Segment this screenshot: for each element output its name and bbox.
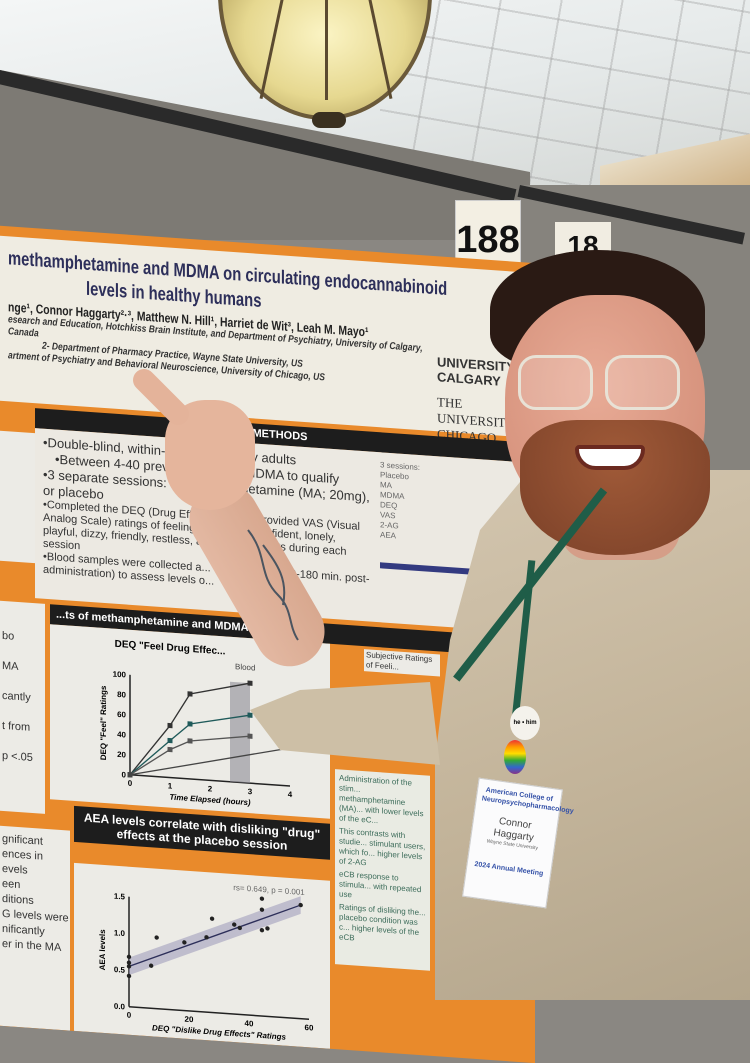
- timeline-arrow: [380, 562, 480, 576]
- conclusion-bullet: Administration of the stim... methamphet…: [339, 773, 424, 826]
- lamp-rib: [325, 0, 328, 100]
- data-point: [167, 737, 173, 744]
- data-point: [247, 712, 253, 718]
- data-point: [247, 733, 253, 739]
- aea-scatter-chart: rs= 0.649, p = 0.001 0.0 0.5 1.0 1.5 0 20 40 60 D…: [98, 883, 314, 1042]
- conclusion-bullet: This contrasts with studie... stimulant …: [339, 826, 426, 868]
- left-text: p <.05: [2, 749, 33, 764]
- data-point: [265, 926, 270, 931]
- left-panel: bo MA cantly t from p <.05: [0, 600, 45, 814]
- beard: [520, 420, 710, 555]
- data-point: [232, 922, 237, 927]
- y-tick-label: 20: [117, 750, 126, 760]
- x-axis-label: DEQ "Dislike Drug Effects" Ratings: [152, 1023, 287, 1041]
- lamp-rib: [259, 0, 288, 100]
- x-axis: [130, 774, 290, 787]
- x-tick-label: 20: [185, 1015, 194, 1025]
- y-axis-label: DEQ "Feel" Ratings: [99, 685, 108, 761]
- y-tick-label: 100: [113, 670, 127, 680]
- deq-feel-chart: DEQ "Feel Drug Effec...Blood020406080100…: [99, 639, 293, 808]
- data-point: [126, 973, 132, 979]
- conclusion-bullet: eCB response to stimula... with repeated…: [339, 869, 422, 900]
- arm-tattoo: [247, 529, 299, 641]
- name-badge: American College of Neuropsychopharmacol…: [462, 777, 575, 909]
- study-design-diagram: 3 sessions: Placebo MA MDMA DEQ VAS 2-AG…: [380, 460, 480, 547]
- x-tick-label: 2: [208, 784, 213, 793]
- y-tick-label: 0: [122, 770, 127, 779]
- pride-flag-pin: [504, 740, 526, 774]
- left-panel: [0, 430, 40, 564]
- series-line: [129, 747, 291, 776]
- data-point: [154, 935, 159, 940]
- data-point: [259, 907, 265, 912]
- left-text: MA: [2, 659, 19, 673]
- data-point: [187, 691, 193, 697]
- badge-org: American College of Neuropsychopharmacol…: [481, 786, 575, 816]
- series-line: [129, 735, 251, 776]
- series-line: [129, 714, 251, 776]
- badge-meeting: 2024 Annual Meeting: [473, 860, 544, 878]
- poster-title-panel: methamphetamine and MDMA on circulating …: [0, 235, 525, 445]
- y-tick-label: 60: [117, 710, 126, 720]
- y-tick-label: 0.5: [114, 965, 126, 975]
- x-tick-label: 4: [288, 790, 293, 799]
- pronoun-pin: he • him: [510, 706, 540, 740]
- lamp-finial: [312, 112, 346, 128]
- data-point: [259, 928, 265, 933]
- data-point: [259, 896, 265, 901]
- x-tick-label: 3: [248, 787, 253, 796]
- smiling-mouth: [575, 445, 645, 470]
- data-point: [182, 940, 187, 945]
- left-text: er in the MA: [2, 937, 62, 954]
- data-point: [209, 916, 215, 921]
- aea-chart-panel: rs= 0.649, p = 0.001 0.0 0.5 1.0 1.5 0 20 40 60 D…: [74, 862, 330, 1049]
- correlation-annotation: rs= 0.649, p = 0.001: [233, 883, 305, 897]
- y-tick-label: 40: [117, 730, 126, 740]
- y-tick-label: 0.0: [114, 1002, 126, 1012]
- data-point: [237, 925, 242, 931]
- x-tick-label: 0: [128, 779, 133, 788]
- data-point: [298, 902, 303, 908]
- lamp-rib: [364, 0, 393, 100]
- left-text: bo: [2, 629, 15, 643]
- data-point: [127, 772, 133, 778]
- left-text: t from: [2, 719, 31, 734]
- conclusions-panel: Administration of the stim... methamphet…: [335, 769, 430, 971]
- subjective-label: Subjective Ratings of Feeli...: [364, 649, 440, 677]
- data-point: [204, 935, 209, 940]
- data-point: [126, 954, 132, 960]
- x-tick-label: 40: [245, 1019, 254, 1029]
- x-tick-label: 1: [168, 781, 173, 790]
- data-point: [187, 738, 193, 744]
- data-point: [247, 680, 253, 686]
- y-tick-label: 1.5: [114, 892, 126, 902]
- data-point: [148, 963, 154, 968]
- chart-annotation: Blood: [235, 662, 255, 672]
- x-axis: [129, 1005, 309, 1021]
- deq-chart-panel: DEQ "Feel Drug Effec... Blood 0 20 40 60 80 100…: [50, 624, 330, 819]
- regression-line: [128, 904, 301, 968]
- left-text: cantly: [2, 689, 31, 704]
- data-point: [126, 960, 132, 965]
- glasses-lens-left: [518, 355, 593, 410]
- x-axis-label: Time Elapsed (hours): [169, 793, 250, 808]
- y-axis-label: AEA levels: [98, 929, 107, 971]
- chart-title: DEQ "Feel Drug Effec...: [115, 639, 226, 658]
- data-point: [126, 964, 132, 969]
- y-tick-label: 1.0: [114, 928, 126, 938]
- blood-sample-window: [230, 681, 250, 784]
- x-tick-label: 60: [305, 1023, 314, 1033]
- data-point: [167, 746, 173, 753]
- data-point: [167, 722, 173, 729]
- x-tick-label: 0: [127, 1011, 132, 1020]
- conclusion-bullet: Ratings of disliking the... placebo cond…: [339, 902, 426, 943]
- y-tick-label: 80: [117, 690, 126, 700]
- glasses-lens-right: [605, 355, 680, 410]
- series-line: [129, 682, 251, 776]
- data-point: [187, 721, 193, 727]
